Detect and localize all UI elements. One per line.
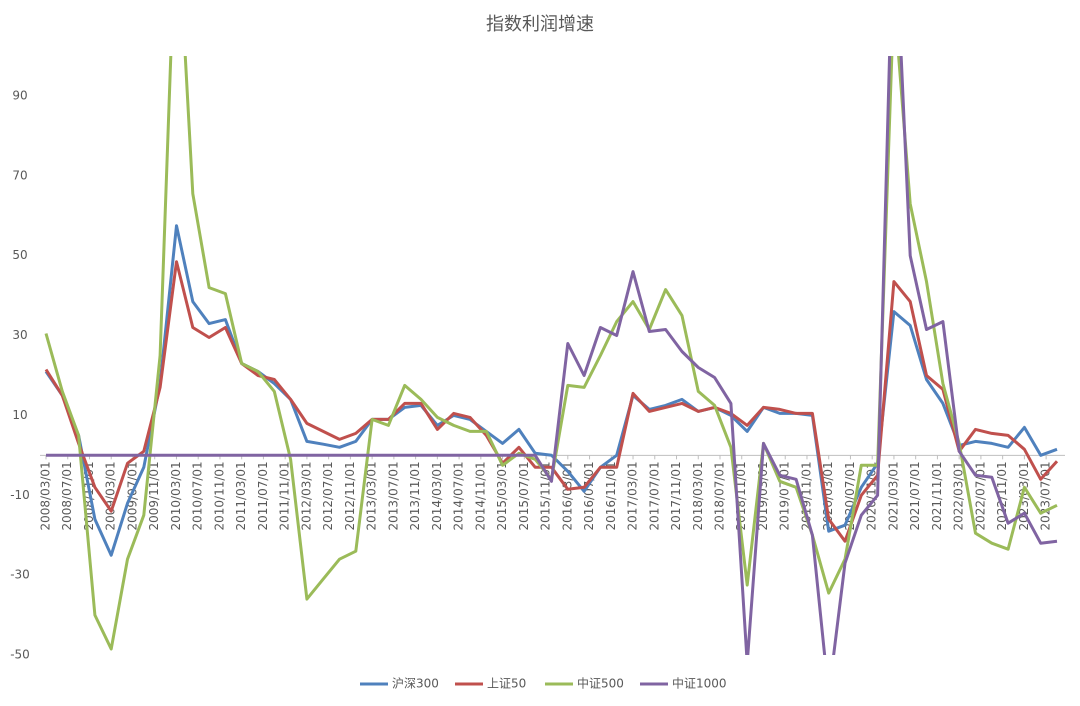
x-tick-label: 2012/11/01 [343,461,357,530]
x-tick-label: 2011/11/01 [278,461,292,530]
y-tick-label: -30 [10,568,30,582]
x-tick-label: 2021/11/01 [930,461,944,530]
x-tick-label: 2022/03/01 [952,461,966,530]
x-tick-label: 2012/03/01 [299,461,313,530]
x-tick-label: 2013/11/01 [408,461,422,530]
legend-label: 沪深300 [392,677,439,691]
x-tick-label: 2016/03/01 [560,461,574,530]
x-tick-label: 2008/03/01 [39,461,53,530]
x-tick-label: 2022/07/01 [973,461,987,530]
x-tick-label: 2017/07/01 [647,461,661,530]
x-tick-label: 2018/07/01 [713,461,727,530]
y-tick-label: 30 [12,328,27,342]
x-tick-label: 2014/07/01 [452,461,466,530]
x-tick-label: 2014/11/01 [473,461,487,530]
y-tick-label: 10 [12,408,27,422]
series-line [44,260,1059,543]
plot-area [44,56,1059,655]
chart-title: 指数利润增速 [486,14,594,35]
x-tick-label: 2008/07/01 [60,461,74,530]
x-tick-label: 2013/03/01 [365,461,379,530]
x-tick-label: 2011/03/01 [234,461,248,530]
x-tick-label: 2010/11/01 [212,461,226,530]
x-tick-label: 2016/07/01 [582,461,596,530]
x-tick-label: 2017/03/01 [626,461,640,530]
legend-label: 中证500 [577,676,624,691]
x-tick-label: 2021/07/01 [908,461,922,530]
legend-label: 上证50 [487,677,526,691]
y-tick-label: 50 [12,248,27,262]
x-tick-label: 2019/11/01 [799,461,813,530]
series-line [46,56,1058,655]
y-tick-label: 70 [12,168,27,182]
x-tick-label: 2011/07/01 [256,461,270,530]
x-tick-label: 2016/11/01 [604,461,618,530]
x-tick-label: 2010/07/01 [191,461,205,530]
x-tick-label: 2017/11/01 [669,461,683,530]
x-tick-label: 2010/03/01 [169,461,183,530]
x-tick-label: 2009/11/01 [147,461,161,530]
x-tick-label: 2018/03/01 [691,461,705,530]
series-line [44,56,1058,651]
x-tick-label: 2009/03/01 [104,461,118,530]
y-tick-label: -10 [10,488,30,502]
x-tick-label: 2012/07/01 [321,461,335,530]
x-tick-label: 2015/03/01 [495,461,509,530]
x-tick-label: 2015/07/01 [517,461,531,530]
x-tick-label: 2023/03/01 [1017,461,1031,530]
y-tick-label: 90 [12,88,27,102]
x-tick-label: 2013/07/01 [386,461,400,530]
y-tick-label: -50 [10,648,30,662]
x-tick-label: 2019/07/01 [778,461,792,530]
legend-label: 中证1000 [672,676,727,691]
x-tick-label: 2021/03/01 [886,461,900,530]
x-tick-label: 2014/03/01 [430,461,444,530]
